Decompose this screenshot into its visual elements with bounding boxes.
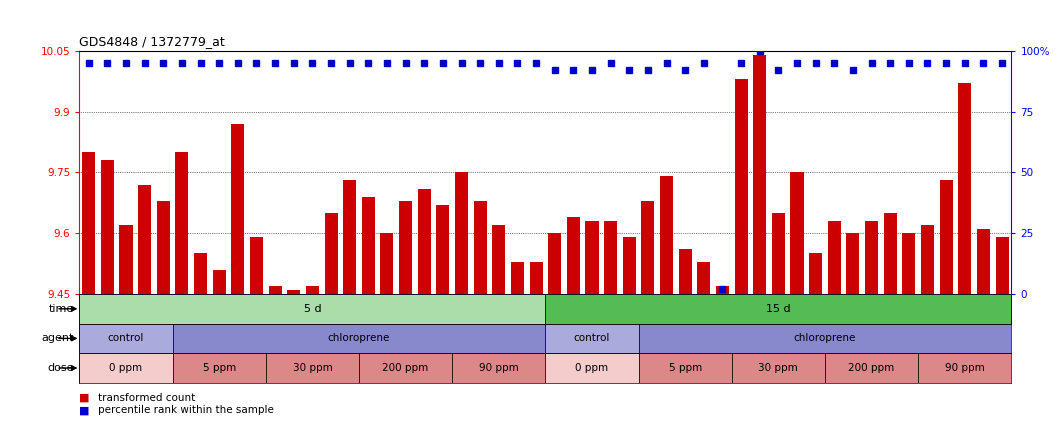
Bar [809, 253, 822, 294]
Text: 200 ppm: 200 ppm [382, 363, 429, 373]
Text: 30 ppm: 30 ppm [758, 363, 798, 373]
Bar [173, 353, 266, 383]
Bar [790, 172, 804, 294]
Text: GDS4848 / 1372779_at: GDS4848 / 1372779_at [79, 35, 226, 48]
Bar [417, 189, 431, 294]
Bar [639, 353, 732, 383]
Bar [120, 225, 132, 294]
Bar [976, 229, 990, 294]
Bar [939, 181, 953, 294]
Bar [642, 201, 654, 294]
Bar [865, 221, 878, 294]
Text: control: control [108, 333, 144, 343]
Bar [902, 233, 915, 294]
Bar [287, 290, 301, 294]
Bar [735, 79, 748, 294]
Text: 5 ppm: 5 ppm [668, 363, 702, 373]
Text: 90 ppm: 90 ppm [479, 363, 519, 373]
Bar [359, 353, 452, 383]
Text: 30 ppm: 30 ppm [292, 363, 333, 373]
Bar [473, 201, 487, 294]
Bar [639, 324, 1011, 353]
Bar [753, 55, 767, 294]
Bar [825, 353, 918, 383]
Bar [306, 286, 319, 294]
Bar [995, 237, 1008, 294]
Text: 0 ppm: 0 ppm [575, 363, 609, 373]
Bar [79, 324, 173, 353]
Bar [231, 124, 245, 294]
Text: 5 ppm: 5 ppm [202, 363, 236, 373]
Bar [958, 83, 971, 294]
Bar [101, 160, 114, 294]
Text: 0 ppm: 0 ppm [109, 363, 143, 373]
Bar [269, 286, 282, 294]
Bar [918, 353, 1011, 383]
Bar [492, 225, 505, 294]
Bar [324, 213, 338, 294]
Bar [362, 197, 375, 294]
Bar [567, 217, 580, 294]
Text: 15 d: 15 d [766, 304, 791, 314]
Bar [436, 205, 449, 294]
Bar [194, 253, 208, 294]
Bar [660, 176, 674, 294]
Bar [716, 286, 729, 294]
Text: dose: dose [48, 363, 74, 373]
Text: 200 ppm: 200 ppm [848, 363, 895, 373]
Bar [176, 152, 189, 294]
Bar [883, 213, 897, 294]
Text: chloroprene: chloroprene [794, 333, 856, 343]
Bar [623, 237, 635, 294]
Bar [545, 353, 639, 383]
Text: chloroprene: chloroprene [328, 333, 390, 343]
Bar [604, 221, 617, 294]
Text: ■: ■ [79, 393, 90, 403]
Bar [510, 261, 524, 294]
Text: time: time [49, 304, 74, 314]
Bar [79, 294, 545, 324]
Bar [250, 237, 263, 294]
Bar [343, 181, 356, 294]
Bar [173, 324, 545, 353]
Bar [545, 294, 1011, 324]
Bar [455, 172, 468, 294]
Text: transformed count: transformed count [98, 393, 196, 403]
Bar [586, 221, 598, 294]
Text: 90 ppm: 90 ppm [945, 363, 985, 373]
Bar [138, 184, 151, 294]
Bar [921, 225, 934, 294]
Bar [380, 233, 394, 294]
Bar [452, 353, 545, 383]
Bar [399, 201, 412, 294]
Bar [549, 233, 561, 294]
Bar [846, 233, 860, 294]
Bar [732, 353, 825, 383]
Bar [266, 353, 359, 383]
Bar [697, 261, 711, 294]
Text: agent: agent [41, 333, 74, 343]
Text: percentile rank within the sample: percentile rank within the sample [98, 405, 274, 415]
Bar [83, 152, 95, 294]
Bar [545, 324, 639, 353]
Bar [213, 269, 226, 294]
Bar [828, 221, 841, 294]
Bar [772, 213, 785, 294]
Bar [530, 261, 542, 294]
Bar [679, 250, 692, 294]
Text: control: control [574, 333, 610, 343]
Bar [157, 201, 169, 294]
Bar [79, 353, 173, 383]
Text: ■: ■ [79, 405, 90, 415]
Text: 5 d: 5 d [304, 304, 321, 314]
